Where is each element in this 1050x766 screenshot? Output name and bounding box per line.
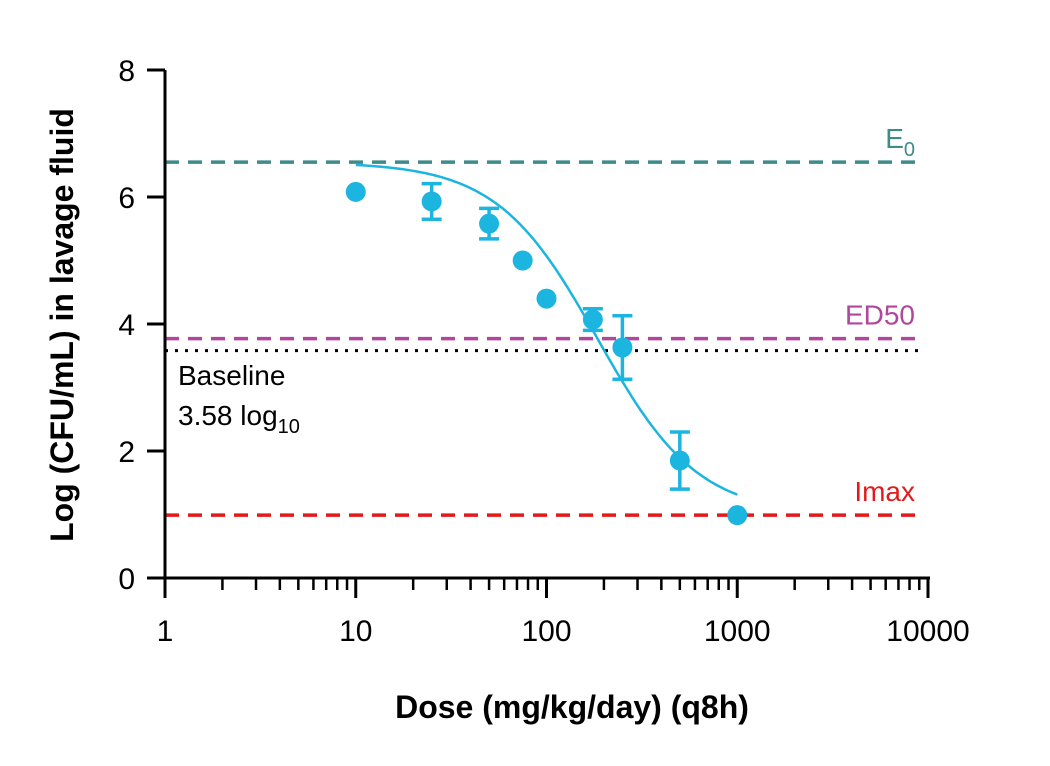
data-point [727, 505, 748, 526]
reference-label-text: E [885, 123, 904, 154]
y-tick-label: 4 [118, 309, 135, 342]
reference-lines [165, 160, 918, 517]
reference-label-subscript: 0 [904, 139, 915, 161]
data-point [345, 181, 366, 202]
y-tick-label: 6 [118, 182, 135, 215]
x-ticks: 1 10 100 1000 10000 [157, 578, 970, 648]
reference-line-label: E0 [885, 123, 915, 161]
x-axis-title: Dose (mg/kg/day) (q8h) [395, 689, 749, 725]
baseline-label-line1: Baseline [178, 360, 285, 391]
data-point [421, 191, 442, 212]
data-point [536, 288, 557, 309]
reference-label-text: ED50 [845, 300, 915, 331]
x-tick-label: 10 [339, 615, 372, 648]
axes [163, 70, 930, 580]
x-tick-label: 1 [157, 615, 174, 648]
reference-line-label: ED50 [845, 300, 915, 331]
fit-curve-group [355, 163, 738, 496]
data-point [582, 309, 603, 330]
y-tick-label: 0 [118, 563, 135, 596]
baseline-label-value: 3.58 log [178, 400, 278, 431]
data-point [669, 450, 690, 471]
fit-curve [355, 163, 738, 496]
y-tick-label: 8 [118, 55, 135, 88]
x-tick-label: 1000 [704, 615, 771, 648]
y-tick-label: 2 [118, 436, 135, 469]
x-tick-label: 100 [521, 615, 571, 648]
y-axis-title: Log (CFU/mL) in lavage fluid [44, 108, 80, 542]
reference-line-labels: E0 ED50 Imax [845, 123, 915, 507]
x-tick-label: 10000 [886, 615, 969, 648]
reference-label-text: Imax [854, 476, 915, 507]
data-point [612, 337, 633, 358]
data-point [512, 250, 533, 271]
baseline-label-line2: 3.58 log10 [178, 400, 300, 438]
y-ticks: 0 2 4 6 8 [118, 55, 165, 596]
data-point [479, 213, 500, 234]
reference-line-label: Imax [854, 476, 915, 507]
baseline-label-subscript: 10 [278, 416, 300, 438]
data-points-group [345, 181, 748, 526]
